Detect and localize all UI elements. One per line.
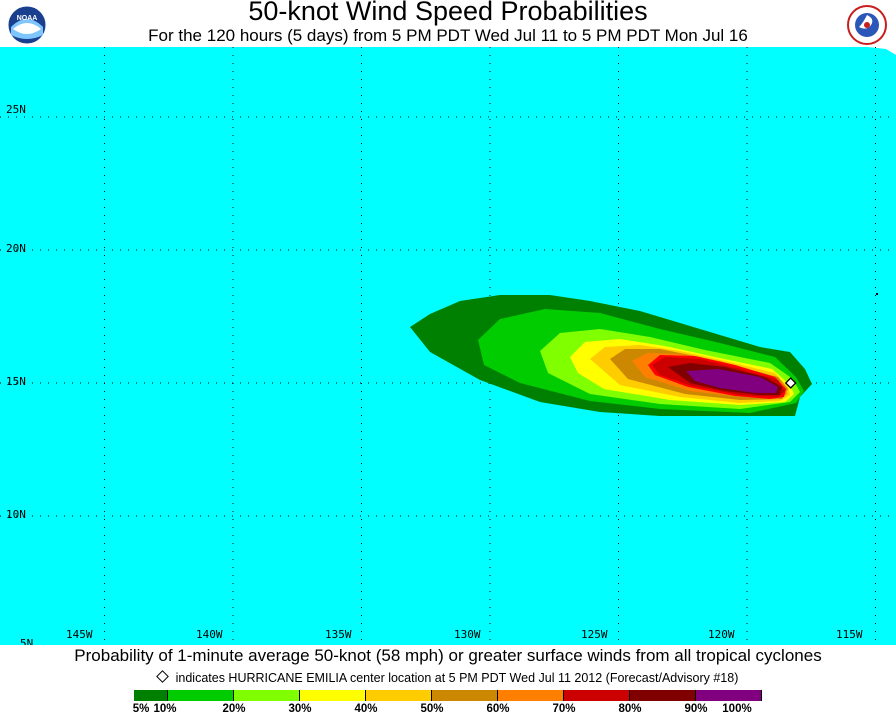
lon-label-130w: 130W — [454, 628, 481, 641]
legend-swatch — [168, 690, 234, 701]
legend-swatch — [630, 690, 696, 701]
legend-swatch — [564, 690, 630, 701]
lat-label-10n: 10N — [6, 508, 26, 521]
legend-label: 70% — [552, 703, 576, 715]
legend-label: 50% — [420, 703, 444, 715]
lat-label-20n: 20N — [6, 242, 26, 255]
legend-swatch — [366, 690, 432, 701]
lon-label-120w: 120W — [708, 628, 735, 641]
national-weather-service-logo — [847, 5, 887, 45]
probability-contour-100 — [686, 369, 778, 393]
legend-label: 90% — [684, 703, 708, 715]
legend-swatch — [696, 690, 762, 701]
map-subtitle: For the 120 hours (5 days) from 5 PM PDT… — [148, 26, 748, 45]
probability-map: 25N 20N 15N 10N 5N 145W 140W 135W 130W 1… — [0, 47, 896, 645]
svg-text:NOAA: NOAA — [17, 15, 38, 22]
legend-swatch — [234, 690, 300, 701]
probability-legend — [134, 690, 762, 701]
legend-swatch — [498, 690, 564, 701]
legend-label: 20% — [222, 703, 246, 715]
lon-label-115w: 115W — [836, 628, 863, 641]
map-caption: Probability of 1-minute average 50-knot … — [74, 646, 822, 665]
lon-label-125w: 125W — [581, 628, 608, 641]
legend-label: 5% — [132, 703, 150, 715]
lat-label-15n: 15N — [6, 375, 26, 388]
lon-label-135w: 135W — [325, 628, 352, 641]
storm-location-note: indicates HURRICANE EMILIA center locati… — [0, 670, 896, 685]
legend-swatch — [300, 690, 366, 701]
legend-label: 100% — [722, 703, 752, 715]
legend-label: 80% — [618, 703, 642, 715]
lat-label-25n: 25N — [6, 103, 26, 116]
lon-label-145w: 145W — [66, 628, 93, 641]
diamond-marker-icon — [155, 670, 169, 683]
map-gridlines — [0, 47, 896, 645]
legend-label: 40% — [354, 703, 378, 715]
storm-location-note-text: indicates HURRICANE EMILIA center locati… — [175, 671, 739, 685]
legend-label: 10% — [153, 703, 177, 715]
legend-label: 30% — [288, 703, 312, 715]
lat-label-5n: 5N — [20, 637, 34, 645]
land-speck — [876, 293, 878, 295]
legend-swatch — [432, 690, 498, 701]
legend-swatch — [134, 690, 168, 701]
noaa-logo: NOAA — [7, 5, 47, 45]
legend-label: 60% — [486, 703, 510, 715]
storm-center-marker — [784, 377, 797, 389]
map-title: 50-knot Wind Speed Probabilities — [248, 0, 648, 26]
lon-label-140w: 140W — [196, 628, 223, 641]
land-area — [868, 47, 896, 55]
